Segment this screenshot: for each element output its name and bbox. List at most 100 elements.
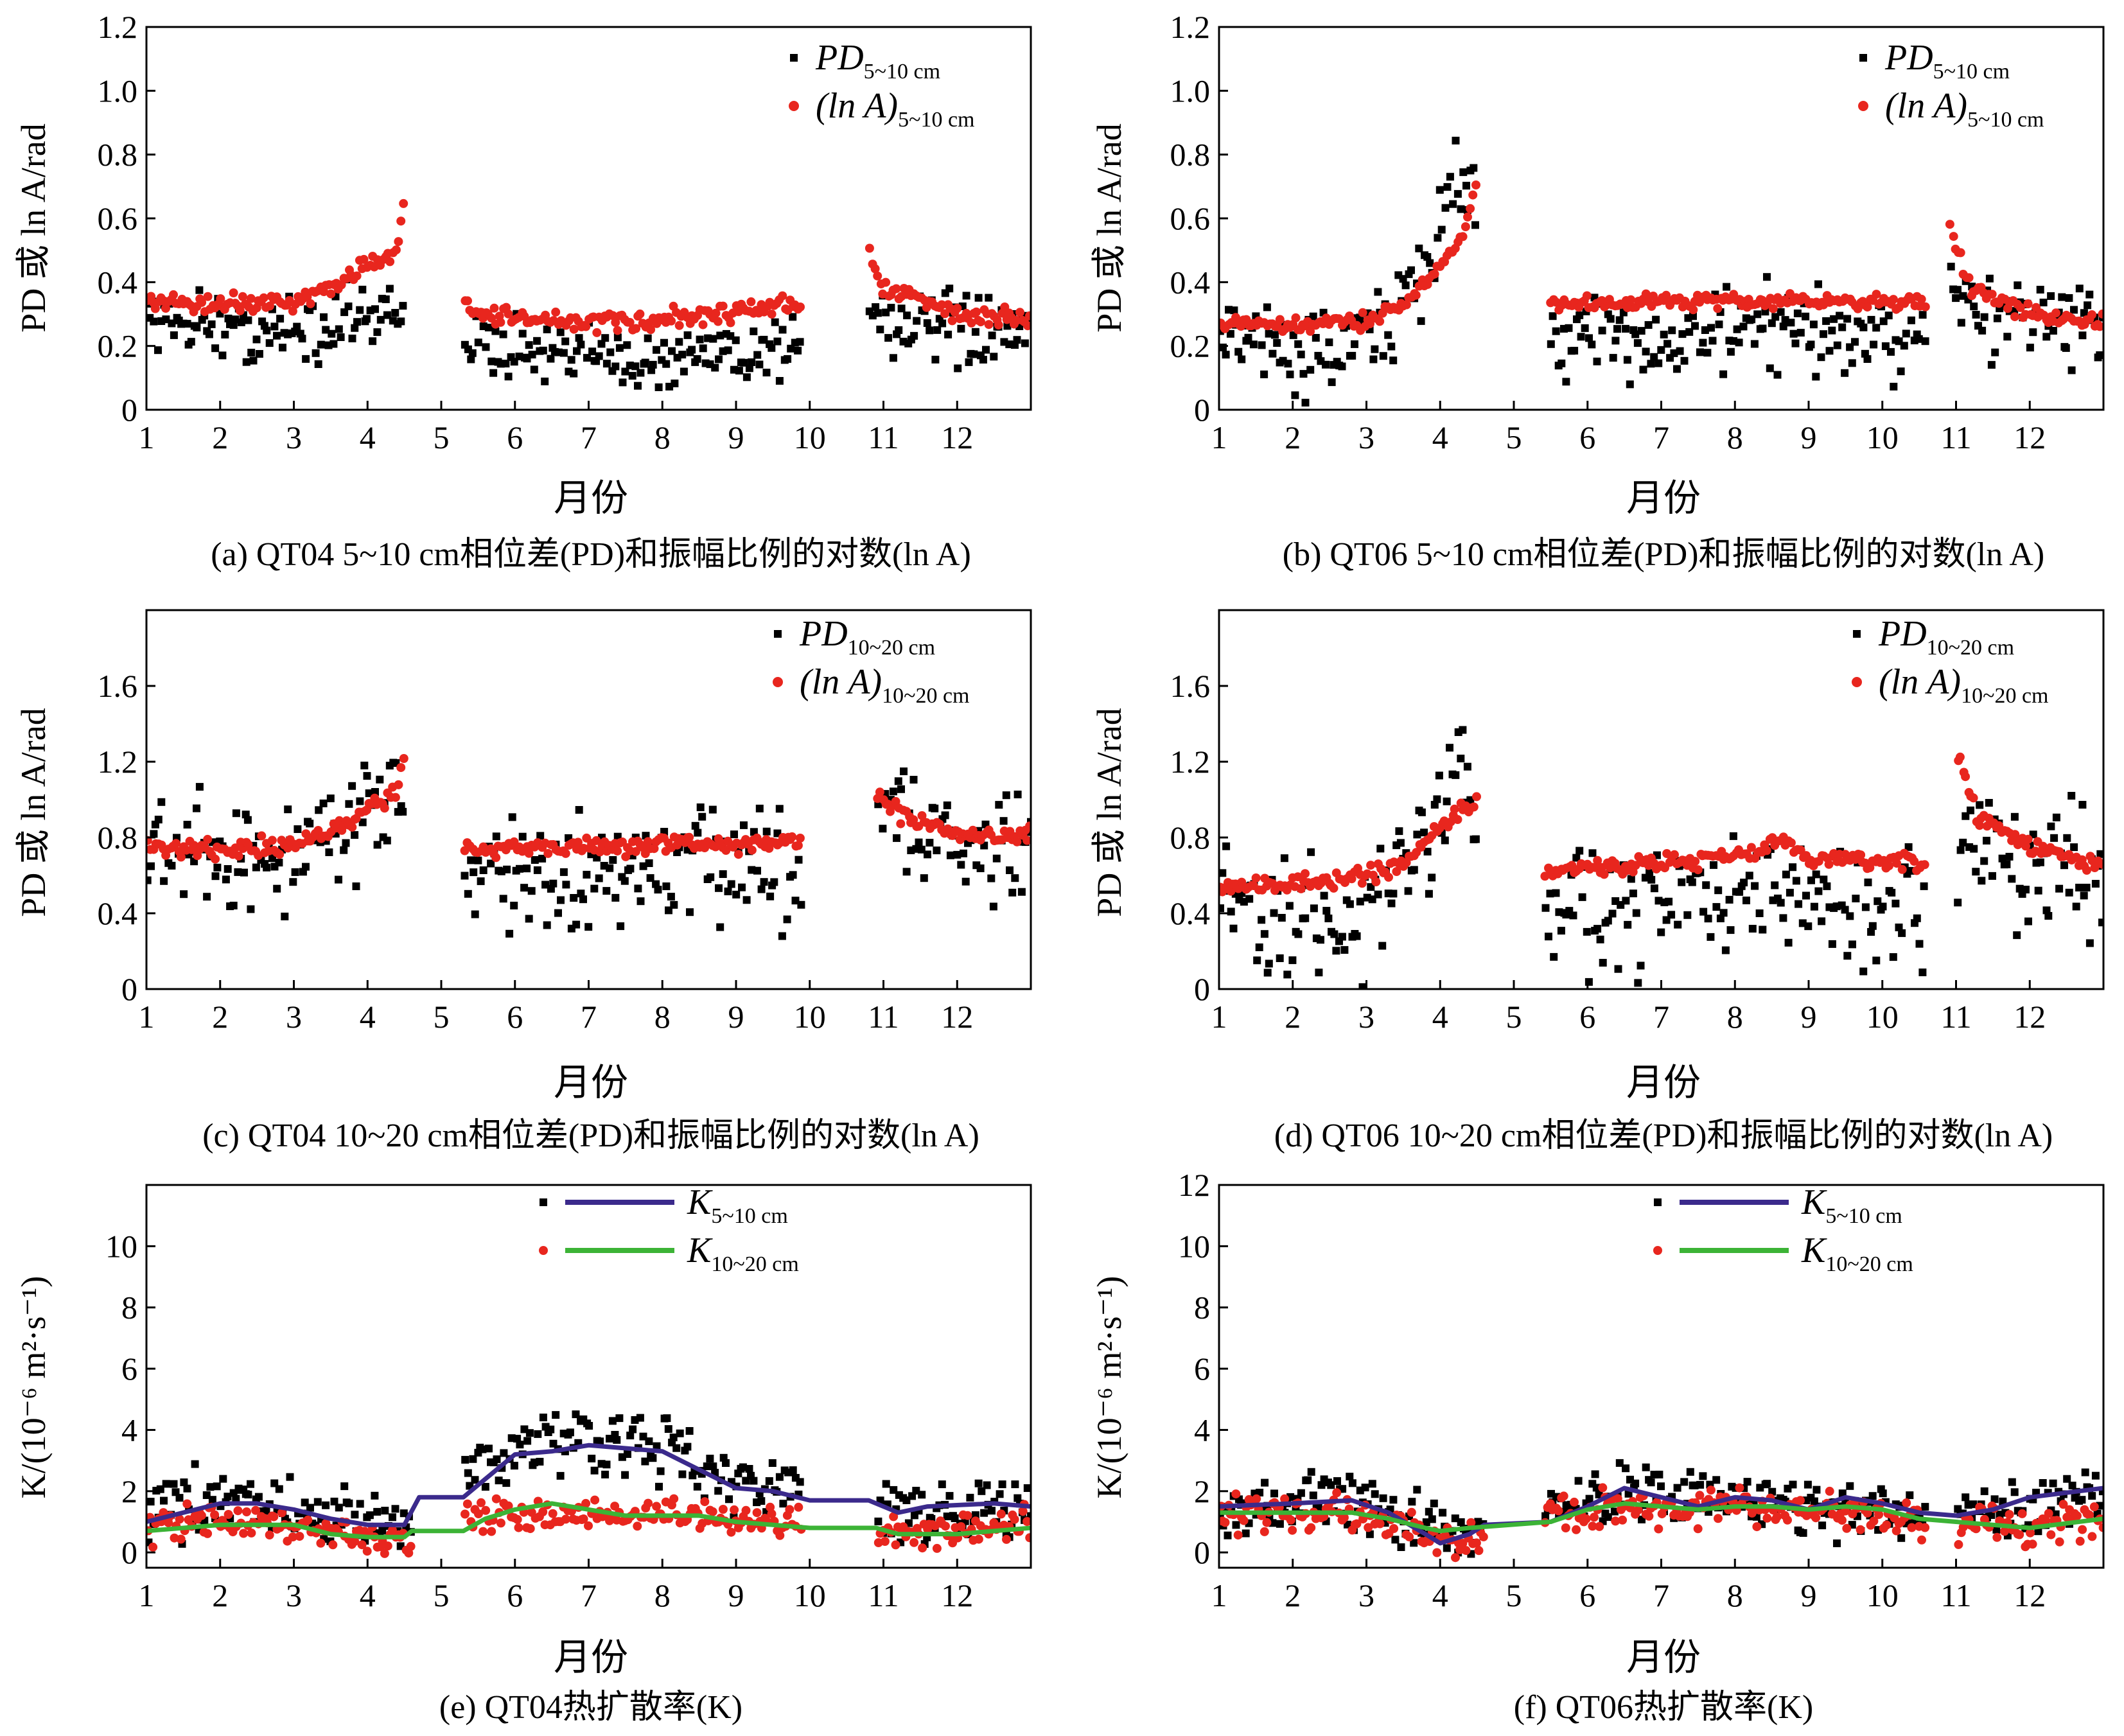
data-point-square (980, 1509, 988, 1517)
data-point-square (244, 1491, 252, 1499)
data-point-dot (1626, 295, 1636, 304)
data-point-square (2005, 852, 2014, 861)
data-point-square (150, 830, 158, 838)
data-point-dot (996, 1509, 1006, 1519)
legend-label-sub: 10~20 cm (882, 684, 969, 708)
data-point-square (510, 1462, 518, 1470)
data-point-square (183, 320, 191, 328)
data-point-square (2010, 812, 2019, 821)
data-point-square (461, 872, 469, 880)
data-point-square (608, 1417, 617, 1425)
data-point-square (719, 870, 727, 878)
data-point-dot (2028, 1539, 2037, 1549)
data-point-square (1457, 205, 1465, 213)
data-point-dot (613, 326, 622, 335)
data-point-square (1550, 952, 1558, 961)
data-point-square (508, 813, 516, 821)
data-point-square (706, 1455, 714, 1462)
data-point-square (1980, 857, 1988, 865)
data-point-dot (1961, 772, 1970, 782)
data-point-square (1642, 1463, 1650, 1471)
data-point-dot (1384, 872, 1393, 882)
data-point-square (631, 362, 640, 371)
data-point-dot (548, 1509, 557, 1518)
data-point-square (1570, 347, 1579, 355)
data-point-square (464, 890, 472, 898)
data-point-square (270, 322, 279, 331)
data-point-square (1918, 969, 1927, 976)
data-point-dot (148, 1542, 158, 1552)
data-point-square (931, 355, 940, 364)
data-point-square (206, 1483, 215, 1491)
data-point-square (2003, 860, 2011, 868)
y-tick-label: 0 (1194, 1534, 1210, 1570)
data-point-square (1670, 349, 1678, 357)
x-tick-label: 5 (1506, 419, 1522, 455)
data-point-square (601, 1470, 610, 1478)
data-point-square (337, 333, 345, 341)
data-point-square (768, 1459, 777, 1467)
data-point-square (742, 373, 751, 381)
data-point-square (1552, 327, 1560, 335)
data-point-dot (741, 1505, 751, 1515)
data-point-square (1260, 370, 1268, 378)
data-point-square (1420, 829, 1428, 837)
data-point-square (531, 856, 539, 864)
data-point-square (796, 1478, 804, 1486)
legend-marker-square (790, 54, 798, 62)
data-point-square (1443, 183, 1452, 191)
data-point-dot (259, 293, 268, 302)
data-point-square (611, 362, 620, 371)
data-point-square (2081, 1468, 2089, 1477)
x-tick-label: 4 (360, 999, 376, 1035)
data-point-dot (590, 1495, 600, 1505)
y-tick-label: 0.8 (1170, 820, 1211, 855)
data-point-square (653, 346, 660, 354)
data-point-square (1222, 351, 1230, 359)
data-point-square (1763, 1480, 1771, 1488)
x-tick-label: 3 (286, 999, 302, 1035)
y-tick-label: 2 (121, 1473, 137, 1509)
data-point-square (663, 1414, 671, 1423)
data-point-dot (387, 1525, 397, 1535)
panel-e: K/(10⁻⁶ m²·s⁻¹) 月份 (e) QT04热扩散率(K) (14, 1276, 742, 1726)
data-point-square (784, 355, 792, 363)
data-point-square (1987, 361, 1996, 369)
data-point-square (1657, 1482, 1665, 1491)
data-point-dot (932, 1543, 942, 1553)
data-point-dot (359, 254, 369, 264)
data-point-square (1283, 970, 1292, 979)
data-point-square (1814, 887, 1823, 895)
x-tick-label: 5 (434, 1577, 450, 1613)
data-point-dot (569, 324, 579, 334)
data-point-square (970, 350, 978, 358)
series-line-e-2 (146, 1442, 1031, 1527)
data-point-square (397, 317, 405, 326)
data-point-dot (1598, 1483, 1608, 1493)
data-point-dot (224, 1510, 233, 1519)
data-point-square (1255, 943, 1263, 951)
data-point-dot (538, 1507, 548, 1516)
data-point-square (461, 1455, 470, 1464)
data-point-square (1742, 897, 1750, 904)
data-point-square (1888, 888, 1896, 897)
legend-marker-dot (539, 1246, 548, 1255)
data-point-square (611, 893, 620, 902)
data-point-square (1401, 281, 1410, 290)
data-point-square (755, 360, 764, 369)
data-point-square (2091, 880, 2100, 888)
data-point-square (2084, 301, 2092, 310)
panel-c-xlabel: 月份 (554, 1062, 628, 1103)
data-point-square (602, 360, 611, 368)
data-point-square (268, 854, 276, 863)
x-tick-label: 2 (212, 999, 228, 1035)
data-point-square (1972, 868, 1980, 876)
y-tick-label: 1.6 (1170, 668, 1211, 704)
data-point-dot (730, 1505, 739, 1514)
data-point-square (678, 351, 687, 359)
data-point-square (1389, 356, 1398, 365)
data-point-square (1807, 876, 1815, 884)
data-point-square (711, 364, 719, 372)
data-point-square (306, 1504, 314, 1512)
y-tick-label: 4 (1194, 1412, 1210, 1448)
